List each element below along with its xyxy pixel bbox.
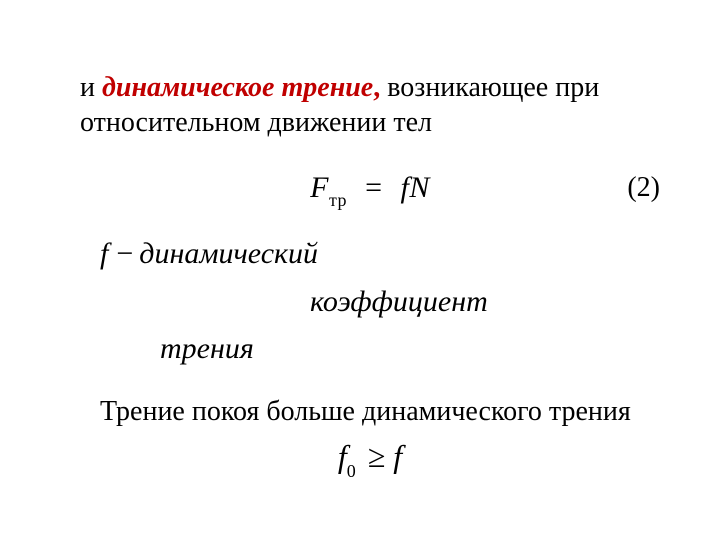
coeff-dash: − xyxy=(108,237,139,270)
intro-term: динамическое трение xyxy=(102,72,373,103)
coeff-line-2: трения xyxy=(160,332,660,366)
equation-2: f0≥f xyxy=(338,438,402,479)
intro-lead: и xyxy=(80,72,102,103)
statement: Трение покоя больше динамического трения xyxy=(100,394,660,429)
slide: и динамическое трение, возникающее при о… xyxy=(0,0,720,540)
eq1-f: f xyxy=(400,171,409,204)
coeff-w1: динамический xyxy=(139,237,318,270)
eq2-f0-f: f xyxy=(338,438,347,474)
eq1-N: N xyxy=(409,171,430,204)
coeff-line-1: f−динамическийкоэффициент xyxy=(100,230,660,326)
eq1-equals: = xyxy=(355,171,392,204)
coeff-w3: трения xyxy=(160,332,254,365)
equation-1-number: (2) xyxy=(627,172,660,204)
eq1-F: F xyxy=(310,171,329,204)
equation-1-row: Fтр = fN (2) xyxy=(80,168,660,212)
equation-1: Fтр = fN xyxy=(310,171,430,209)
coeff-w2: коэффициент xyxy=(310,278,488,326)
eq2-f0-sub: 0 xyxy=(347,461,356,481)
equation-2-row: f0≥f xyxy=(80,437,660,481)
eq2-f: f xyxy=(393,438,402,474)
eq1-F-sub: тр xyxy=(329,190,347,210)
eq2-ge: ≥ xyxy=(360,438,394,474)
intro-paragraph: и динамическое трение, возникающее при о… xyxy=(80,70,660,140)
